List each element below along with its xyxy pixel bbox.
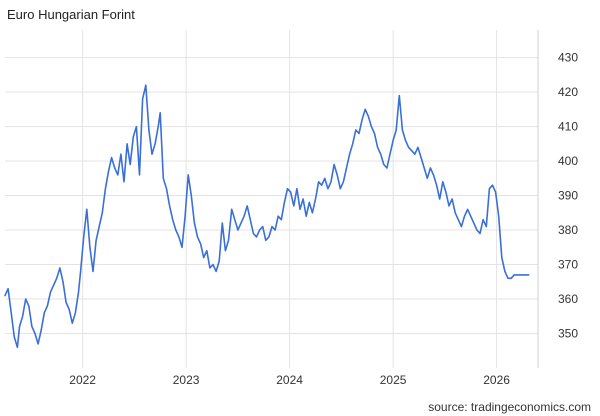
x-tick-label: 2022	[69, 373, 96, 387]
y-tick-label: 370	[558, 258, 578, 272]
y-tick-label: 410	[558, 120, 578, 134]
y-tick-label: 420	[558, 85, 578, 99]
series-line	[4, 84, 530, 349]
y-tick-label: 360	[558, 292, 578, 306]
y-tick-label: 390	[558, 189, 578, 203]
x-tick-label: 2023	[173, 373, 200, 387]
x-tick-label: 2025	[380, 373, 407, 387]
y-tick-label: 380	[558, 223, 578, 237]
source-credit[interactable]: source: tradingeconomics.com	[428, 400, 591, 414]
y-tick-label: 350	[558, 327, 578, 341]
chart-title: Euro Hungarian Forint	[7, 7, 135, 22]
x-tick-label: 2026	[483, 373, 510, 387]
x-tick-label: 2024	[276, 373, 303, 387]
y-tick-label: 400	[558, 154, 578, 168]
y-tick-label: 430	[558, 51, 578, 65]
